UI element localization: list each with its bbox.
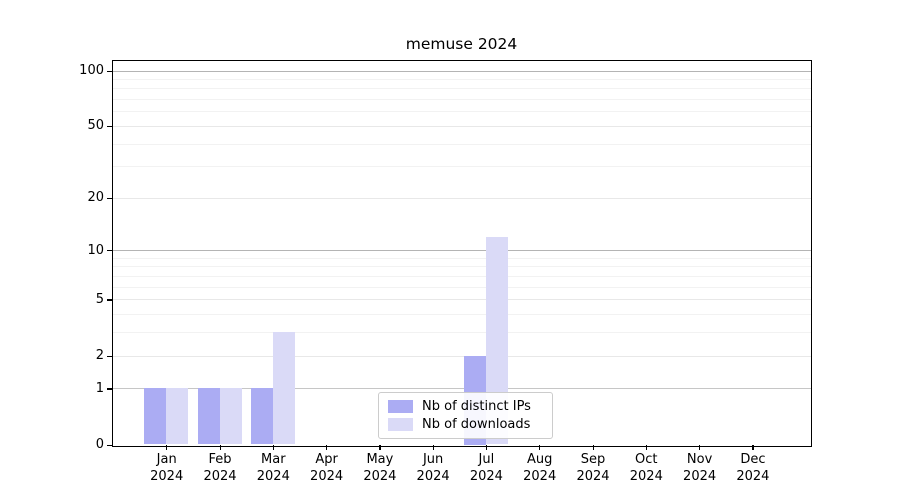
y-tick-label-10: 10 [87,242,104,258]
bar-downloads-jan [166,388,189,445]
y-tick-label-100: 100 [79,63,104,78]
x-tick-label-jun: Jun 2024 [416,452,450,484]
x-tick-label-jan: Jan 2024 [150,452,184,484]
y-tick-label-1: 1 [95,380,104,396]
x-tick-mark-nov [699,445,701,450]
gridline-major-5 [112,299,811,301]
gridline-minor-90 [112,78,811,80]
x-tick-label-oct: Oct 2024 [629,452,663,484]
gridline-minor-30 [112,166,811,168]
plot-area [111,59,812,447]
gridline-major-100 [112,70,811,72]
chart-title: memuse 2024 [405,35,518,53]
x-tick-label-nov: Nov 2024 [683,452,717,484]
y-tick-mark-5 [107,299,112,301]
y-tick-mark-10 [107,250,112,252]
gridline-minor-8 [112,266,811,268]
gridline-major-20 [112,197,811,199]
gridline-minor-40 [112,143,811,145]
legend-item-distinct-ips: Nb of distinct IPs [388,399,552,414]
x-tick-mark-oct [645,445,648,450]
x-tick-mark-mar [272,445,275,450]
legend-label-downloads: Nb of downloads [422,417,531,432]
x-tick-mark-jun [432,445,434,450]
gridline-minor-4 [112,314,811,316]
y-tick-mark-20 [107,197,112,200]
x-tick-mark-dec [752,445,754,450]
x-tick-label-feb: Feb 2024 [203,452,237,484]
x-tick-label-dec: Dec 2024 [736,452,770,484]
y-tick-mark-100 [107,70,112,72]
gridline-minor-9 [112,257,811,259]
y-tick-mark-2 [107,355,112,357]
y-tick-label-0: 0 [95,437,104,452]
gridline-minor-70 [112,99,811,101]
legend-swatch-downloads [388,418,413,431]
y-tick-label-5: 5 [95,291,104,307]
bar-distinct-ips-jan [144,388,167,445]
y-tick-label-50: 50 [87,118,104,134]
y-tick-mark-0 [107,444,112,446]
gridline-major-2 [112,355,811,357]
legend: Nb of distinct IPs Nb of downloads [378,392,553,439]
gridline-major-1 [112,388,811,390]
x-tick-label-mar: Mar 2024 [256,452,290,484]
gridline-major-10 [112,250,811,252]
legend-swatch-distinct-ips [388,400,413,413]
x-tick-mark-sep [592,445,594,450]
bar-distinct-ips-feb [197,388,220,445]
x-tick-label-aug: Aug 2024 [523,452,557,484]
gridline-minor-3 [112,332,811,334]
y-tick-mark-50 [107,125,112,128]
x-tick-label-sep: Sep 2024 [576,452,610,484]
x-tick-label-may: May 2024 [363,452,397,484]
gridline-minor-60 [112,111,811,113]
x-tick-mark-feb [219,445,221,450]
gridline-minor-7 [112,276,811,277]
x-tick-mark-apr [326,445,328,450]
legend-item-downloads: Nb of downloads [388,417,552,432]
y-tick-mark-1 [107,388,112,390]
x-tick-label-apr: Apr 2024 [310,452,344,484]
y-tick-label-2: 2 [95,348,104,363]
x-tick-mark-jul [485,445,488,450]
bar-downloads-mar [272,332,295,445]
x-tick-mark-jan [166,445,168,450]
gridline-major-50 [112,125,811,127]
bar-downloads-feb [219,388,242,445]
x-tick-mark-aug [539,445,541,450]
y-tick-label-20: 20 [87,190,104,206]
gridline-minor-6 [112,286,811,288]
legend-label-distinct-ips: Nb of distinct IPs [422,399,531,414]
bar-distinct-ips-mar [250,388,273,445]
x-tick-label-jul: Jul 2024 [469,452,503,484]
x-tick-mark-may [379,445,381,450]
gridline-minor-80 [112,88,811,90]
